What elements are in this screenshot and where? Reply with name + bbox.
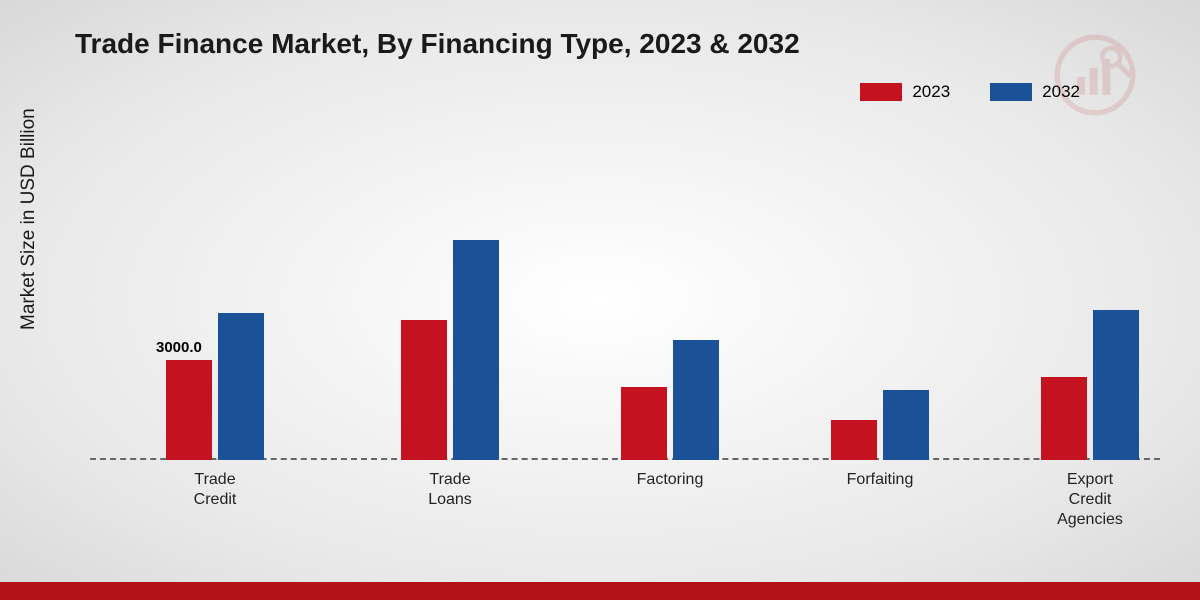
bar-2032-3: [883, 390, 929, 460]
bar-group-3: [831, 390, 929, 460]
bar-2032-4: [1093, 310, 1139, 460]
bar-group-2: [621, 340, 719, 460]
legend-swatch-2032: [990, 83, 1032, 101]
plot-area: 3000.0 Trade Credit Trade Loans Factorin…: [90, 160, 1150, 460]
bar-2032-0: [218, 313, 264, 460]
bar-group-0: [166, 313, 264, 460]
bar-2023-4: [1041, 377, 1087, 460]
bar-2023-3: [831, 420, 877, 460]
footer-bar: [0, 582, 1200, 600]
watermark-logo: [1050, 30, 1140, 120]
category-label-2: Factoring: [600, 470, 740, 490]
category-label-3: Forfaiting: [810, 470, 950, 490]
legend-item-2023: 2023: [860, 82, 950, 102]
legend-label-2032: 2032: [1042, 82, 1080, 102]
legend: 2023 2032: [860, 82, 1080, 102]
category-label-1: Trade Loans: [380, 470, 520, 510]
y-axis-label: Market Size in USD Billion: [18, 108, 40, 330]
chart-canvas: Trade Finance Market, By Financing Type,…: [0, 0, 1200, 600]
category-label-0: Trade Credit: [145, 470, 285, 510]
bar-2023-1: [401, 320, 447, 460]
chart-title: Trade Finance Market, By Financing Type,…: [75, 28, 800, 60]
bar-group-4: [1041, 310, 1139, 460]
legend-swatch-2023: [860, 83, 902, 101]
bar-group-1: [401, 240, 499, 460]
legend-label-2023: 2023: [912, 82, 950, 102]
category-label-4: Export Credit Agencies: [1020, 470, 1160, 530]
bar-2032-2: [673, 340, 719, 460]
legend-item-2032: 2032: [990, 82, 1080, 102]
bar-2032-1: [453, 240, 499, 460]
bar-2023-2: [621, 387, 667, 460]
bar-2023-0: [166, 360, 212, 460]
